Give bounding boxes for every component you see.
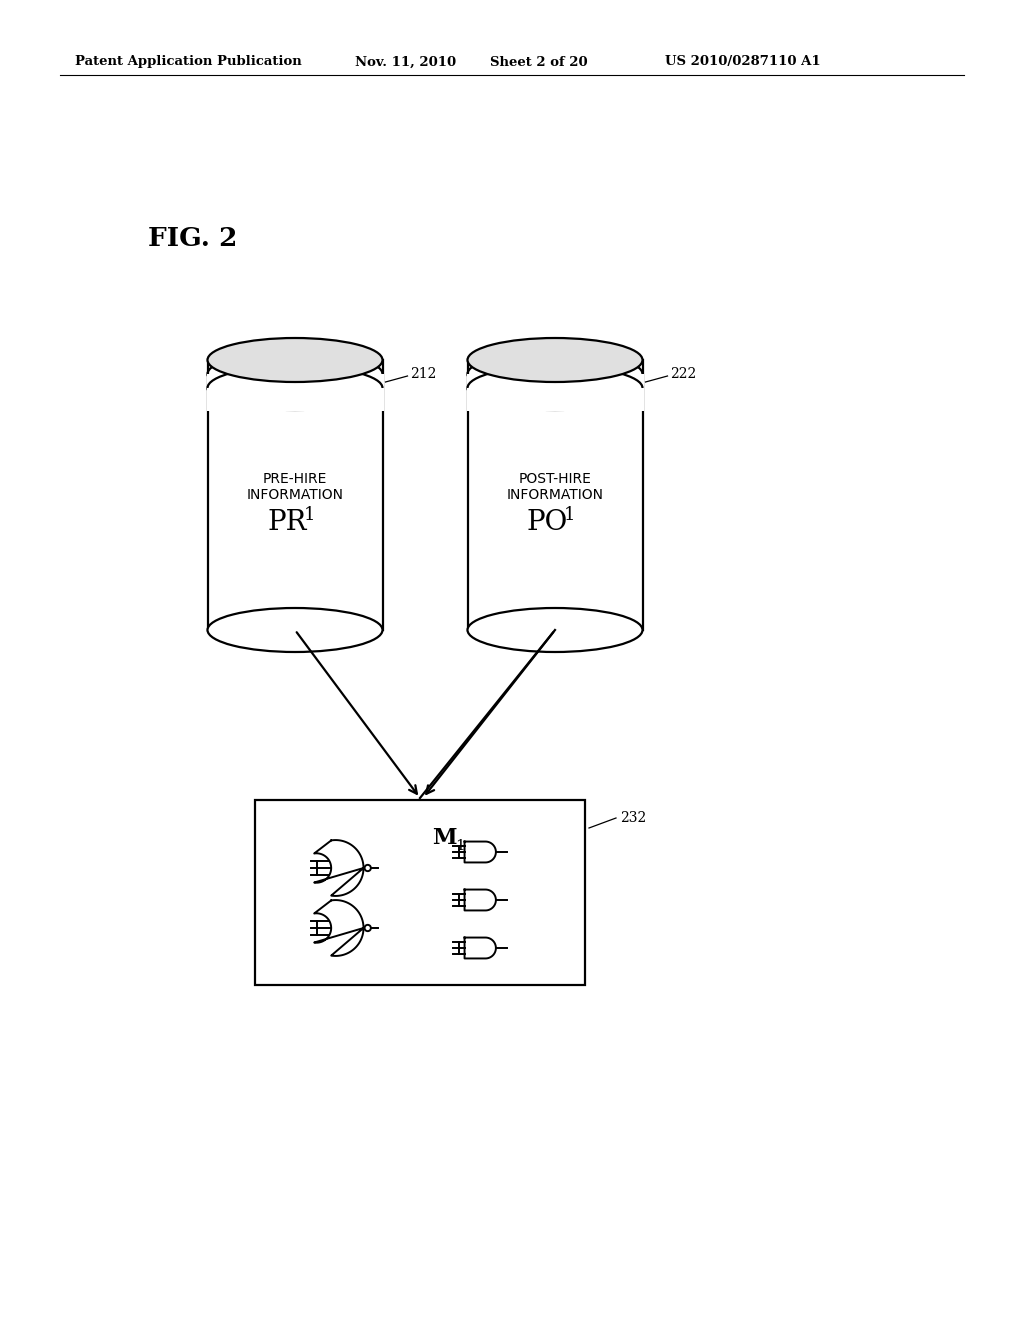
Text: PRE-HIRE: PRE-HIRE bbox=[263, 473, 328, 486]
Bar bbox=[208, 360, 383, 630]
Text: PO: PO bbox=[526, 510, 567, 536]
Ellipse shape bbox=[468, 338, 642, 381]
Text: M: M bbox=[432, 828, 457, 849]
Ellipse shape bbox=[468, 609, 642, 652]
Text: 222: 222 bbox=[671, 367, 696, 381]
Text: FIG. 2: FIG. 2 bbox=[148, 226, 238, 251]
Text: POST-HIRE: POST-HIRE bbox=[518, 473, 592, 486]
Bar bbox=[207, 374, 384, 397]
Bar bbox=[467, 374, 643, 397]
Bar bbox=[468, 360, 642, 630]
Ellipse shape bbox=[208, 609, 383, 652]
Ellipse shape bbox=[208, 338, 383, 381]
Circle shape bbox=[365, 925, 371, 931]
Circle shape bbox=[365, 865, 371, 871]
Polygon shape bbox=[465, 842, 496, 862]
Bar bbox=[467, 388, 643, 411]
Text: INFORMATION: INFORMATION bbox=[247, 488, 343, 502]
Bar bbox=[255, 800, 585, 985]
Text: INFORMATION: INFORMATION bbox=[507, 488, 603, 502]
Text: US 2010/0287110 A1: US 2010/0287110 A1 bbox=[665, 55, 820, 69]
Bar bbox=[207, 388, 384, 411]
Text: 1: 1 bbox=[455, 840, 465, 853]
Polygon shape bbox=[465, 937, 496, 958]
Polygon shape bbox=[465, 890, 496, 911]
Text: 232: 232 bbox=[620, 810, 646, 825]
Text: 1: 1 bbox=[563, 506, 574, 524]
Text: Patent Application Publication: Patent Application Publication bbox=[75, 55, 302, 69]
Polygon shape bbox=[314, 900, 364, 956]
Text: 1: 1 bbox=[303, 506, 314, 524]
Text: Sheet 2 of 20: Sheet 2 of 20 bbox=[490, 55, 588, 69]
Text: PR: PR bbox=[267, 510, 307, 536]
Polygon shape bbox=[314, 840, 364, 896]
Text: 212: 212 bbox=[411, 367, 437, 381]
Text: Nov. 11, 2010: Nov. 11, 2010 bbox=[355, 55, 456, 69]
